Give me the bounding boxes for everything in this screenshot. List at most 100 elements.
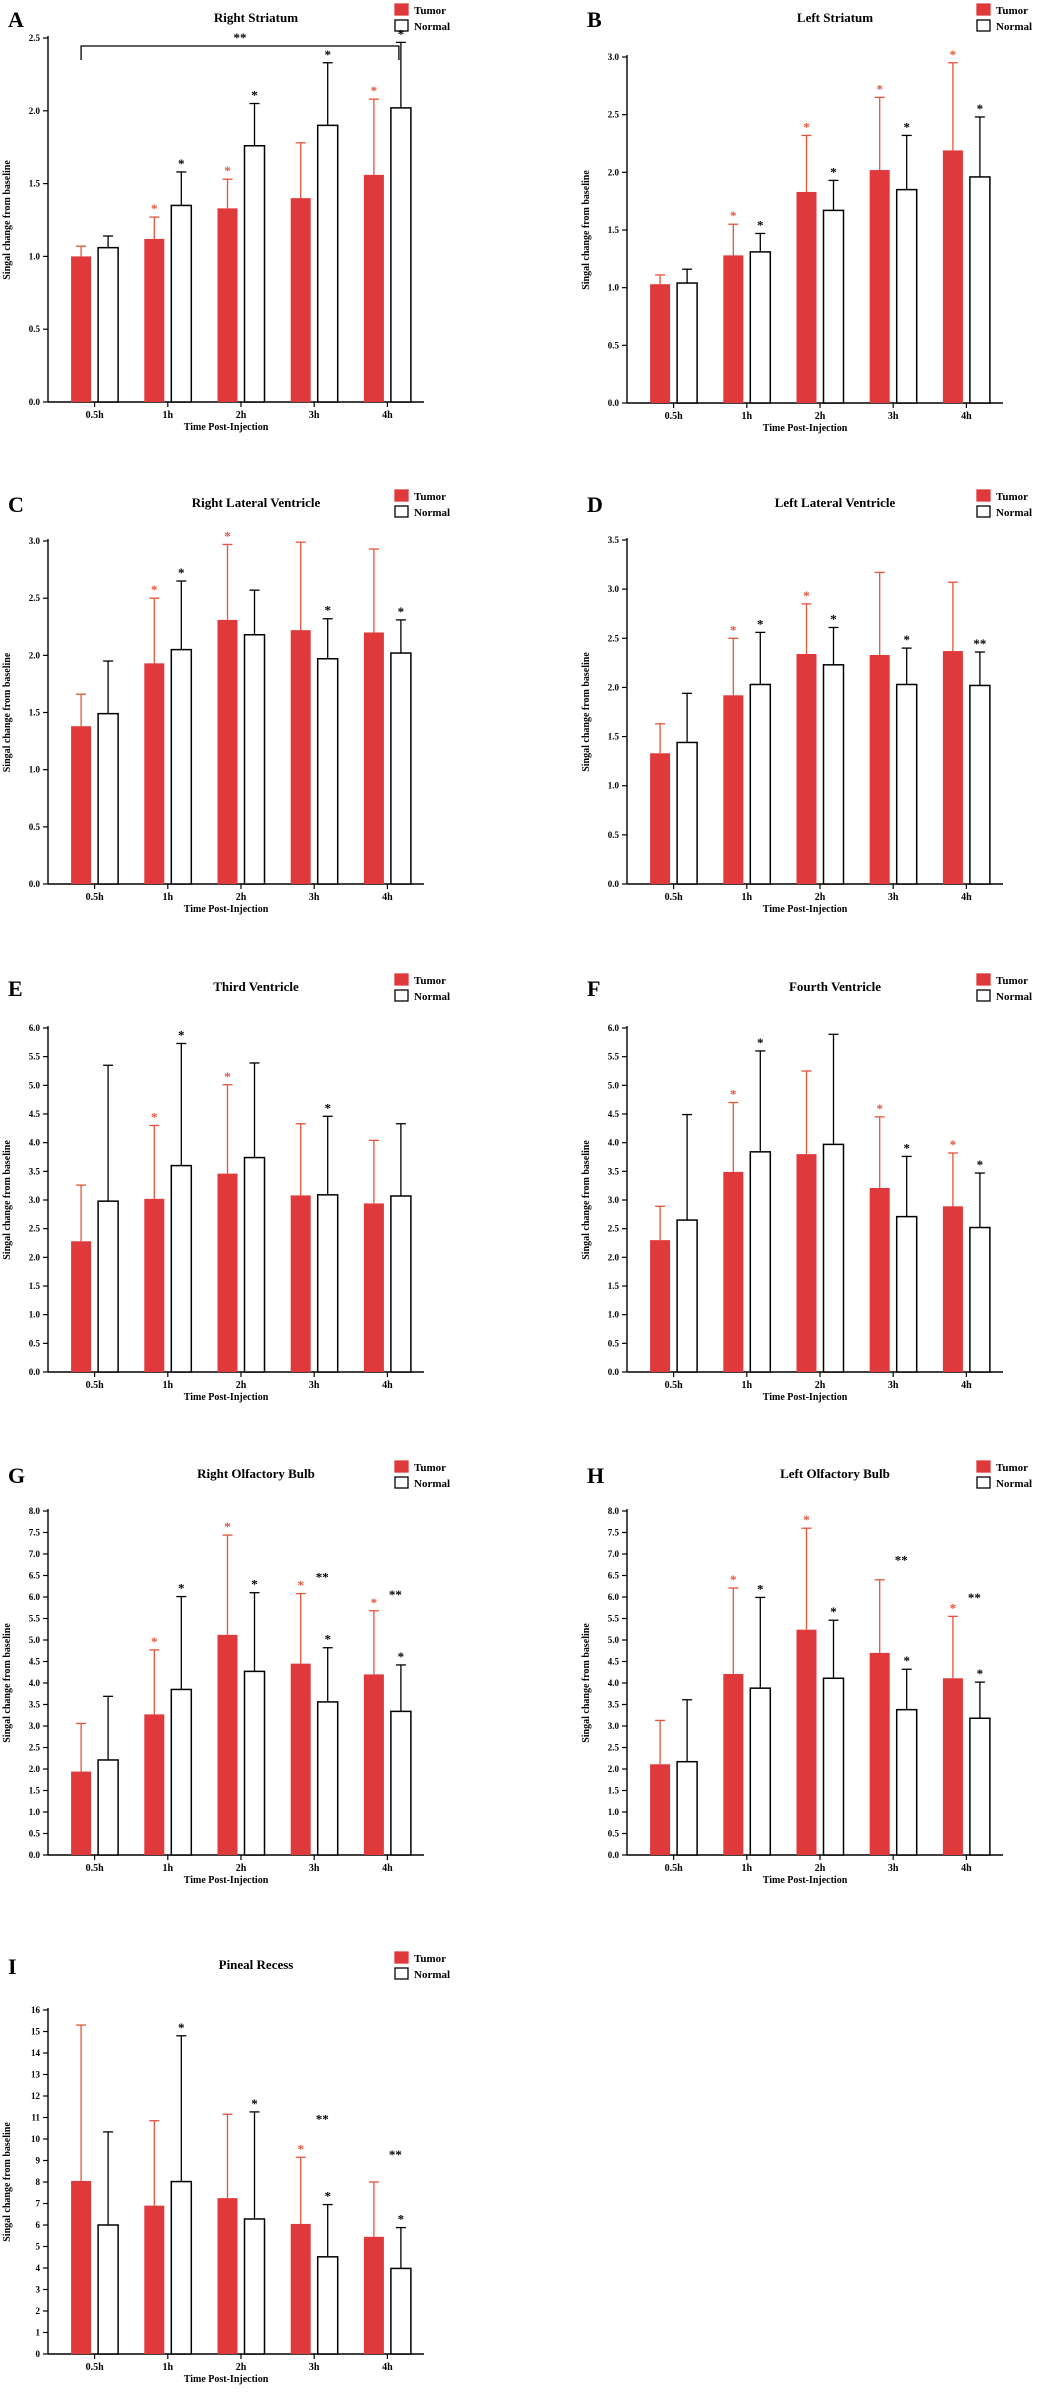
x-axis-label: Time Post-Injection — [763, 1875, 848, 1886]
x-tick-label: 2h — [236, 1863, 247, 1874]
y-tick-label: 3.0 — [608, 52, 620, 62]
y-tick-label: 8 — [36, 2177, 41, 2187]
bar-normal — [895, 188, 918, 404]
bar-tumor — [290, 1195, 311, 1372]
y-tick-label: 7.0 — [29, 1549, 41, 1559]
legend-label-tumor: Tumor — [996, 5, 1028, 17]
y-tick-label: 4.0 — [608, 1678, 620, 1688]
panel-f: F Fourth Ventricle Tumor Normal 0.0 0.5 1.0 1.5… — [581, 973, 1032, 1403]
x-tick-label: 1h — [742, 411, 753, 422]
y-tick-label: 6.0 — [608, 1023, 620, 1033]
panel-letter: I — [8, 1954, 17, 1979]
bar-tumor — [144, 238, 165, 402]
bar-tumor — [942, 150, 963, 403]
significance-star: * — [977, 1666, 984, 1681]
x-tick-label: 3h — [309, 2362, 320, 2373]
y-tick-label: 4.0 — [608, 1138, 620, 1148]
y-tick-label: 6.5 — [608, 1571, 620, 1581]
bar-normal — [170, 1164, 193, 1373]
y-tick-label: 4.0 — [29, 1138, 41, 1148]
significance-star: * — [730, 1572, 737, 1587]
x-tick-label: 1h — [742, 892, 753, 903]
y-tick-label: 5.5 — [29, 1052, 41, 1062]
y-axis-label: Singal change from baseline — [2, 652, 13, 772]
chart-title: Fourth Ventricle — [789, 979, 881, 994]
y-tick-label: 2.5 — [608, 633, 620, 643]
x-tick-label: 4h — [961, 411, 972, 422]
x-tick-label: 1h — [163, 892, 174, 903]
y-tick-label: 3.0 — [608, 584, 620, 594]
significance-star: * — [730, 622, 737, 637]
y-tick-label: 1.0 — [608, 781, 620, 791]
y-tick-label: 7.5 — [29, 1528, 41, 1538]
significance-star: * — [830, 164, 837, 179]
y-tick-label: 2.0 — [608, 1252, 620, 1262]
y-tick-label: 8.0 — [29, 1506, 41, 1516]
significance-star: * — [803, 588, 810, 603]
y-tick-label: 4.0 — [29, 1678, 41, 1688]
chart-title: Third Ventricle — [213, 979, 299, 994]
y-tick-label: 0.0 — [608, 1850, 620, 1860]
y-tick-label: 0.5 — [608, 1338, 620, 1348]
y-tick-label: 1.5 — [29, 708, 41, 718]
y-axis-label: Singal change from baseline — [2, 160, 13, 280]
x-tick-label: 3h — [309, 410, 320, 421]
significance-star: * — [178, 1027, 185, 1042]
y-tick-label: 3.5 — [608, 1166, 620, 1176]
legend-swatch-normal — [976, 505, 991, 518]
significance-star: * — [178, 156, 185, 171]
y-tick-label: 4.5 — [29, 1657, 41, 1667]
x-tick-label: 2h — [236, 2362, 247, 2373]
panel-letter: C — [8, 492, 24, 517]
significance-star: * — [830, 611, 837, 626]
significance-star: * — [730, 208, 737, 223]
legend-label-normal: Normal — [996, 1478, 1032, 1490]
significance-star: ** — [973, 636, 986, 651]
significance-star: * — [903, 1653, 910, 1668]
x-tick-label: 3h — [888, 892, 899, 903]
significance-star: * — [224, 1519, 231, 1534]
bar-tumor — [290, 198, 311, 402]
x-tick-label: 0.5h — [86, 1863, 105, 1874]
significance-star: * — [371, 1595, 378, 1610]
legend-swatch-tumor — [976, 1460, 991, 1473]
y-tick-label: 3.5 — [29, 1700, 41, 1710]
x-tick-label: 2h — [236, 410, 247, 421]
bar-normal — [390, 2267, 412, 2355]
panel-d: D Left Lateral Ventricle Tumor Normal 0.0 0.5… — [581, 489, 1032, 915]
y-tick-label: 1.0 — [608, 1807, 620, 1817]
bar-tumor — [363, 174, 384, 402]
bar-normal — [243, 2218, 266, 2355]
x-tick-label: 4h — [961, 1380, 972, 1391]
significance-star: * — [178, 2020, 185, 2035]
bar-tumor — [723, 695, 744, 884]
y-tick-label: 8.0 — [608, 1506, 620, 1516]
significance-star: * — [903, 1140, 910, 1155]
x-axis-label: Time Post-Injection — [763, 423, 848, 434]
significance-star: * — [178, 1581, 185, 1596]
y-tick-label: 0.0 — [29, 879, 41, 889]
y-tick-label: 7.5 — [608, 1528, 620, 1538]
significance-star: * — [251, 2096, 258, 2111]
y-tick-label: 0.0 — [29, 1367, 41, 1377]
y-tick-label: 2.5 — [29, 1224, 41, 1234]
panel-c: C Right Lateral Ventricle Tumor Normal 0.0 0.… — [2, 489, 450, 915]
significance-star: * — [251, 1577, 258, 1592]
bar-tumor — [869, 170, 890, 403]
significance-star: * — [324, 47, 331, 62]
significance-star: * — [224, 163, 231, 178]
significance-star: * — [950, 1137, 957, 1152]
bar-tumor — [217, 2198, 238, 2354]
panel-letter: H — [587, 1463, 604, 1488]
x-tick-label: 1h — [163, 1380, 174, 1391]
bar-normal — [969, 176, 991, 404]
bar-normal — [676, 282, 698, 404]
panel-letter: D — [587, 492, 603, 517]
y-tick-label: 3.5 — [29, 1166, 41, 1176]
panel-e: E Third Ventricle Tumor Normal 0.0 0.5 1.0 1.5 2… — [2, 973, 450, 1403]
x-tick-label: 1h — [163, 410, 174, 421]
significance-star: * — [398, 2212, 405, 2227]
significance-star: ** — [389, 1587, 402, 1602]
bar-tumor — [363, 2236, 384, 2354]
